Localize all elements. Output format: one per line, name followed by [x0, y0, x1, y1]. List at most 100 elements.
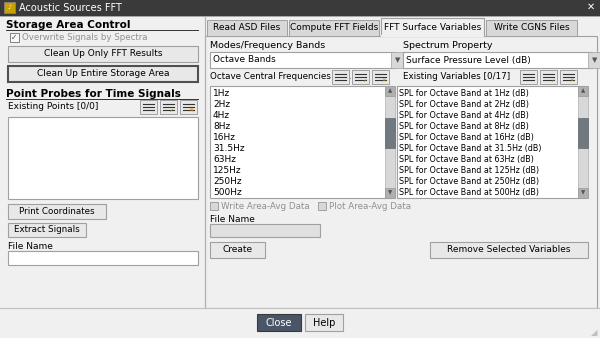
- Text: SPL for Octave Band at 4Hz (dB): SPL for Octave Band at 4Hz (dB): [399, 111, 529, 120]
- Bar: [520, 70, 537, 84]
- Bar: [4, 2, 15, 13]
- Bar: [305, 314, 343, 331]
- Text: Point Probes for Time Signals: Point Probes for Time Signals: [6, 89, 181, 99]
- Text: SPL for Octave Band at 31.5Hz (dB): SPL for Octave Band at 31.5Hz (dB): [399, 144, 542, 153]
- Bar: [578, 188, 588, 198]
- Text: Remove Selected Variables: Remove Selected Variables: [447, 245, 571, 255]
- Text: 125Hz: 125Hz: [213, 166, 242, 175]
- Bar: [0, 308, 600, 338]
- Text: ✓: ✓: [550, 78, 554, 83]
- Bar: [385, 86, 395, 198]
- Bar: [0, 0, 600, 16]
- Text: SPL for Octave Band at 63Hz (dB): SPL for Octave Band at 63Hz (dB): [399, 155, 534, 164]
- Bar: [560, 70, 577, 84]
- Text: 4Hz: 4Hz: [213, 111, 230, 120]
- Bar: [578, 86, 588, 96]
- Bar: [10, 33, 19, 42]
- Text: Clean Up Only FFT Results: Clean Up Only FFT Results: [44, 49, 162, 58]
- Text: Acoustic Sources FFT: Acoustic Sources FFT: [19, 3, 122, 13]
- Text: Octave Central Frequencies [0/17]: Octave Central Frequencies [0/17]: [210, 72, 361, 81]
- Text: SPL for Octave Band at 8Hz (dB): SPL for Octave Band at 8Hz (dB): [399, 122, 529, 131]
- Text: 250Hz: 250Hz: [213, 177, 242, 186]
- Bar: [207, 20, 287, 36]
- Bar: [385, 86, 395, 96]
- Text: ▼: ▼: [592, 57, 598, 63]
- Text: ▼: ▼: [395, 57, 401, 63]
- Bar: [210, 242, 265, 258]
- Text: Existing Points [0/0]: Existing Points [0/0]: [8, 102, 98, 111]
- Bar: [430, 242, 588, 258]
- Text: Close: Close: [266, 317, 292, 328]
- Text: SPL for Octave Band at 16Hz (dB): SPL for Octave Band at 16Hz (dB): [399, 133, 534, 142]
- Bar: [8, 117, 198, 199]
- Text: ✓: ✓: [362, 78, 367, 83]
- Bar: [332, 70, 349, 84]
- Text: ▼: ▼: [581, 191, 585, 195]
- Text: ▲: ▲: [581, 89, 585, 94]
- Bar: [8, 66, 198, 82]
- Bar: [289, 20, 379, 36]
- Text: ◢: ◢: [591, 329, 597, 338]
- Text: FFT Surface Variables: FFT Surface Variables: [384, 23, 481, 31]
- Bar: [8, 46, 198, 62]
- Text: SPL for Octave Band at 125Hz (dB): SPL for Octave Band at 125Hz (dB): [399, 166, 539, 175]
- Bar: [0, 16, 205, 308]
- Text: Storage Area Control: Storage Area Control: [6, 20, 131, 30]
- Text: 500Hz: 500Hz: [213, 188, 242, 197]
- Text: Clean Up Entire Storage Area: Clean Up Entire Storage Area: [37, 70, 169, 78]
- Text: Write CGNS Files: Write CGNS Files: [494, 24, 569, 32]
- Text: 2Hz: 2Hz: [213, 100, 230, 109]
- Text: ▼: ▼: [388, 191, 392, 195]
- Text: ✕: ✕: [382, 78, 386, 83]
- Text: ♪: ♪: [7, 5, 11, 10]
- Bar: [385, 118, 395, 148]
- Text: File Name: File Name: [8, 242, 53, 251]
- Text: Spectrum Property: Spectrum Property: [403, 41, 493, 50]
- Bar: [578, 118, 588, 148]
- Text: Create: Create: [223, 245, 253, 255]
- Text: ✕: ✕: [587, 2, 595, 12]
- Text: File Name: File Name: [210, 215, 255, 224]
- Bar: [352, 70, 369, 84]
- Bar: [385, 188, 395, 198]
- Bar: [578, 86, 588, 198]
- Text: Read ASD Files: Read ASD Files: [214, 24, 281, 32]
- Text: SPL for Octave Band at 2Hz (dB): SPL for Octave Band at 2Hz (dB): [399, 100, 529, 109]
- Bar: [210, 224, 320, 237]
- Bar: [540, 70, 557, 84]
- Bar: [210, 86, 392, 198]
- Text: SPL for Octave Band at 250Hz (dB): SPL for Octave Band at 250Hz (dB): [399, 177, 539, 186]
- Text: Plot Area-Avg Data: Plot Area-Avg Data: [329, 202, 411, 211]
- Bar: [205, 36, 597, 308]
- Text: SPL for Octave Band at 1Hz (dB): SPL for Octave Band at 1Hz (dB): [399, 89, 529, 98]
- Text: Extract Signals: Extract Signals: [14, 225, 80, 235]
- Text: ✓: ✓: [169, 108, 173, 114]
- Bar: [403, 52, 592, 68]
- Bar: [180, 100, 197, 114]
- Text: Overwrite Signals by Spectra: Overwrite Signals by Spectra: [22, 33, 148, 42]
- Bar: [8, 204, 106, 219]
- Text: Modes/Frequency Bands: Modes/Frequency Bands: [210, 41, 325, 50]
- Bar: [397, 86, 585, 198]
- Text: Surface Pressure Level (dB): Surface Pressure Level (dB): [406, 55, 531, 65]
- Text: ▲: ▲: [388, 89, 392, 94]
- Text: Octave Bands: Octave Bands: [213, 55, 276, 65]
- Bar: [391, 52, 405, 68]
- Bar: [257, 314, 301, 331]
- Text: Write Area-Avg Data: Write Area-Avg Data: [221, 202, 310, 211]
- Bar: [210, 52, 395, 68]
- Bar: [381, 18, 484, 36]
- Text: SPL for Octave Band at 500Hz (dB): SPL for Octave Band at 500Hz (dB): [399, 188, 539, 197]
- Bar: [8, 251, 198, 265]
- Text: 63Hz: 63Hz: [213, 155, 236, 164]
- Bar: [588, 52, 600, 68]
- Bar: [8, 223, 86, 237]
- Text: Help: Help: [313, 317, 335, 328]
- Text: ✓: ✓: [11, 33, 17, 42]
- Text: ✕: ✕: [569, 78, 574, 83]
- Text: 8Hz: 8Hz: [213, 122, 230, 131]
- Text: Compute FFT Fields: Compute FFT Fields: [290, 24, 378, 32]
- Text: ✕: ✕: [188, 108, 194, 114]
- Text: Print Coordinates: Print Coordinates: [19, 207, 95, 216]
- Bar: [486, 20, 577, 36]
